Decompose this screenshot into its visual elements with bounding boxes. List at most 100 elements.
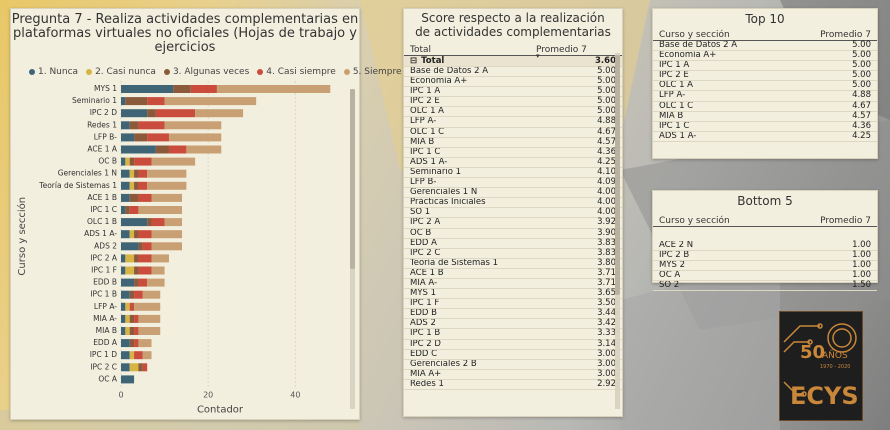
score-table-scrollbar-thumb[interactable]	[615, 55, 620, 295]
table-row[interactable]: IPC 1 C 4.36	[653, 121, 877, 132]
bar-segment[interactable]	[129, 157, 135, 166]
bar-segment[interactable]	[121, 327, 126, 335]
bar-segment[interactable]	[121, 363, 130, 372]
bar-segment[interactable]	[147, 169, 187, 178]
table-row[interactable]: LFP B- 4.09	[404, 177, 622, 189]
chart-scrollbar[interactable]	[350, 89, 355, 409]
table-row[interactable]: Redes 1 2.92	[404, 379, 622, 390]
table-row[interactable]: ACE 2 N 1.00	[653, 240, 877, 252]
bar-segment[interactable]	[129, 327, 135, 335]
table-row[interactable]: MYS 2 1.00	[653, 261, 877, 272]
bar-segment[interactable]	[121, 351, 130, 360]
table-row[interactable]: MIA B 4.57	[404, 137, 622, 148]
table-row[interactable]: ADS 2 3.42	[404, 319, 622, 330]
bar-segment[interactable]	[121, 145, 156, 154]
table-row[interactable]: SO 1 4.00	[404, 208, 622, 219]
bar-segment[interactable]	[142, 290, 161, 299]
bar-segment[interactable]	[168, 133, 222, 142]
score-table-scrollbar[interactable]	[615, 53, 620, 409]
bar-segment[interactable]	[121, 169, 130, 178]
bar-segment[interactable]	[129, 290, 135, 299]
bar-segment[interactable]	[121, 109, 148, 118]
bar-segment[interactable]	[121, 206, 126, 214]
bar-segment[interactable]	[134, 290, 143, 299]
table-row[interactable]: OLC 1 C 4.67	[404, 127, 622, 138]
bar-segment[interactable]	[138, 181, 148, 190]
bar-segment[interactable]	[134, 339, 139, 348]
bar-segment[interactable]	[138, 363, 143, 372]
bar-segment[interactable]	[121, 193, 130, 202]
bar-segment[interactable]	[147, 133, 169, 142]
bar-segment[interactable]	[186, 145, 222, 154]
bar-segment[interactable]	[121, 97, 126, 106]
bar-segment[interactable]	[134, 351, 143, 360]
table-row[interactable]: EDD C 3.00	[404, 349, 622, 360]
bar-segment[interactable]	[138, 314, 161, 323]
bar-segment[interactable]	[151, 266, 165, 275]
bar-segment[interactable]	[129, 206, 139, 214]
table-row[interactable]: MIA A- 3.71	[404, 278, 622, 290]
table-row[interactable]: LFP A- 4.88	[404, 117, 622, 128]
bar-segment[interactable]	[151, 254, 169, 263]
bar-segment[interactable]	[147, 97, 165, 106]
table-row[interactable]: OC B 3.90	[404, 228, 622, 239]
bar-segment[interactable]	[125, 314, 130, 323]
chart-scrollbar-thumb[interactable]	[350, 89, 355, 269]
table-row[interactable]: Gerenciales 1 N 4.00	[404, 188, 622, 199]
bar-segment[interactable]	[173, 85, 191, 93]
table-row[interactable]: IPC 1 F 3.50	[404, 299, 622, 310]
table-row[interactable]: OLC 1 C 4.67	[653, 101, 877, 112]
bar-segment[interactable]	[125, 327, 130, 335]
table-row[interactable]: EDD A 3.83	[404, 238, 622, 249]
legend-item[interactable]: 3. Algunas veces	[163, 67, 249, 77]
table-row[interactable]: MIA B 4.57	[653, 111, 877, 122]
table-row[interactable]: ACE 1 B 3.71	[404, 268, 622, 279]
bar-segment[interactable]	[151, 157, 196, 166]
bar-segment[interactable]	[121, 133, 135, 142]
bar-segment[interactable]	[164, 121, 222, 130]
legend-item[interactable]: 5. Siempre	[343, 67, 402, 77]
bar-segment[interactable]	[121, 339, 130, 348]
bar-segment[interactable]	[147, 181, 187, 190]
legend-item[interactable]: 4. Casi siempre	[257, 67, 336, 77]
score-table-col-promedio[interactable]: Promedio 7 ▾	[536, 45, 616, 60]
top10-col-promedio[interactable]: Promedio 7	[820, 30, 871, 40]
table-row[interactable]: EDD B 3.44	[404, 309, 622, 320]
bar-segment[interactable]	[138, 266, 152, 275]
bar-segment[interactable]	[138, 278, 148, 287]
bar-segment[interactable]	[134, 181, 139, 190]
bar-segment[interactable]	[134, 314, 139, 323]
bar-segment[interactable]	[155, 109, 196, 118]
bar-segment[interactable]	[125, 254, 135, 263]
table-row[interactable]: SO 2 1.50	[653, 281, 877, 292]
collapse-icon[interactable]: ⊟	[410, 56, 418, 66]
table-row[interactable]: OLC 1 A 5.00	[404, 107, 622, 118]
table-row[interactable]: IPC 2 B 1.00	[653, 250, 877, 262]
table-row[interactable]: IPC 1 A 5.00	[404, 87, 622, 98]
bar-segment[interactable]	[134, 278, 139, 287]
bar-segment[interactable]	[138, 327, 161, 335]
bar-segment[interactable]	[151, 242, 183, 251]
bar-segment[interactable]	[129, 314, 135, 323]
bar-segment[interactable]	[155, 145, 169, 154]
bar-segment[interactable]	[164, 218, 183, 227]
bar-segment[interactable]	[142, 351, 152, 360]
bar-segment[interactable]	[129, 169, 135, 178]
table-row[interactable]: IPC 2 C 3.83	[404, 248, 622, 259]
bar-segment[interactable]	[195, 109, 244, 118]
table-row[interactable]: IPC 2 E 5.00	[404, 97, 622, 108]
bar-segment[interactable]	[190, 85, 217, 93]
table-row[interactable]: IPC 2 E 5.00	[653, 71, 877, 82]
bar-segment[interactable]	[138, 193, 152, 202]
bar-segment[interactable]	[147, 218, 152, 227]
bar-segment[interactable]	[134, 327, 139, 335]
bar-segment[interactable]	[129, 181, 135, 190]
bar-segment[interactable]	[168, 145, 187, 154]
bottom5-col-curso[interactable]: Curso y sección	[659, 216, 730, 226]
table-row[interactable]: Base de Datos 2 A 5.00	[653, 40, 877, 52]
legend-item[interactable]: 1. Nunca	[29, 67, 78, 77]
bar-segment[interactable]	[216, 85, 331, 93]
table-row[interactable]: Prácticas Iniciales 4.00	[404, 198, 622, 209]
bar-segment[interactable]	[138, 339, 152, 348]
bar-segment[interactable]	[125, 266, 135, 275]
